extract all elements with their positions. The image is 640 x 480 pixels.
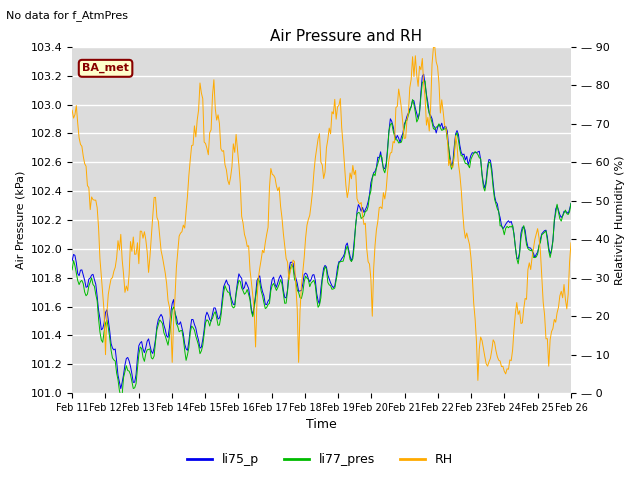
Title: Air Pressure and RH: Air Pressure and RH [271, 29, 422, 44]
X-axis label: Time: Time [306, 419, 337, 432]
Text: BA_met: BA_met [82, 63, 129, 73]
Y-axis label: Air Pressure (kPa): Air Pressure (kPa) [15, 171, 25, 269]
Y-axis label: Relativity Humidity (%): Relativity Humidity (%) [615, 156, 625, 285]
Text: No data for f_AtmPres: No data for f_AtmPres [6, 10, 129, 21]
Legend: li75_p, li77_pres, RH: li75_p, li77_pres, RH [182, 448, 458, 471]
